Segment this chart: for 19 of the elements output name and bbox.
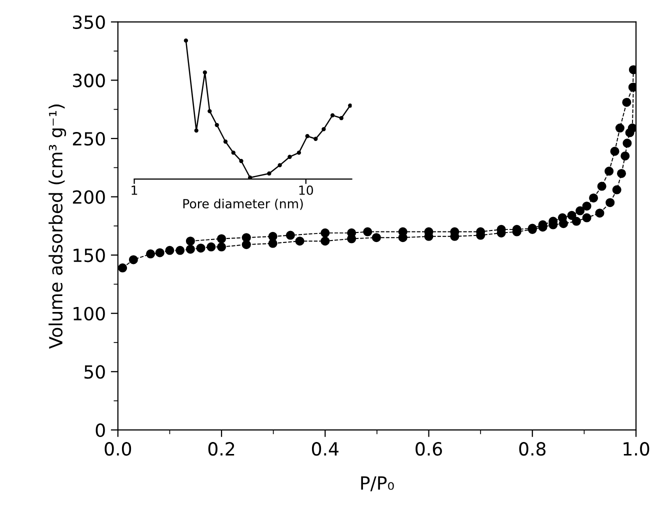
y-tick-label: 100: [74, 306, 105, 320]
y-tick-label: 200: [72, 190, 105, 204]
y-tick-label: 350: [73, 15, 105, 30]
x-tick-label: 0.6: [416, 442, 442, 456]
y-tick-label: 0: [96, 423, 105, 438]
x-axis-title: P/P₀: [361, 476, 394, 492]
x-tick-label: 0.8: [519, 442, 546, 456]
x-tick-label: 1.0: [624, 442, 650, 456]
y-tick-label: 300: [73, 74, 105, 88]
x-tick-label: 1: [132, 186, 138, 195]
x-tick-label: 0.2: [208, 442, 234, 456]
x-tick-label: 0.4: [312, 442, 338, 456]
x-axis-title: Pore diameter (nm): [183, 198, 303, 210]
y-tick-label: 150: [74, 248, 105, 262]
y-axis-title: Volume adsorbed (cm³ g⁻¹): [48, 104, 66, 349]
x-tick-label: 10: [299, 185, 314, 195]
x-tick-label: 0.0: [104, 442, 132, 456]
y-tick-label: 50: [84, 365, 105, 379]
y-tick-label: 250: [72, 132, 105, 146]
